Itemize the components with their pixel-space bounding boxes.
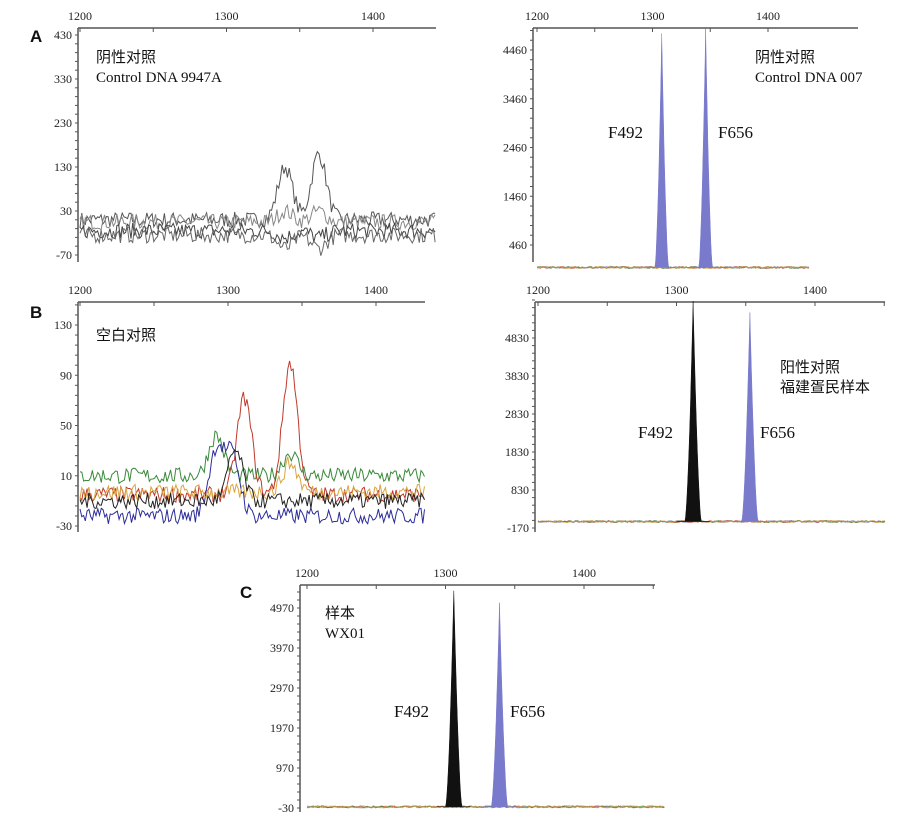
trace-line-2 [79,360,425,505]
chart-panel-3: 1200 1300 1400 130 90 50 10 -30 空白对照 [54,283,425,533]
y-tick-label: 30 [60,204,72,218]
y-tick-label: 3970 [270,641,294,655]
y-tick-label: 2460 [503,141,527,155]
panel-caption: 阴性对照 [755,49,815,66]
x-tick-label: 1400 [756,9,780,23]
y-tick-label: 1970 [270,721,294,735]
y-tick-label: 4830 [505,331,529,345]
y-tick-label: 1460 [503,189,527,203]
y-tick-label: 2830 [505,407,529,421]
panel-caption: Control DNA 007 [755,70,863,86]
y-tick-label: 4970 [270,601,294,615]
panel-letter-c: C [240,583,252,602]
peak-label: F492 [608,123,643,142]
peak-f656 [482,602,517,808]
trace-line-4 [79,456,425,502]
chart-panel-5: 1200 1300 1400 4970 3970 2970 1970 970 -30 F492 F6… [270,566,665,815]
panel-caption: 空白对照 [96,327,156,344]
x-tick-label: 1200 [525,9,549,23]
trace-line-2 [79,203,436,231]
y-tick-label: -30 [278,801,294,815]
y-tick-label: 830 [511,483,529,497]
x-tick-label: 1300 [641,9,665,23]
panel-letter-b: B [30,303,42,322]
x-tick-label: 1400 [572,566,596,580]
panel-caption: 福建疍民样本 [780,379,870,396]
peak-f492 [676,301,711,522]
baseline-trace [306,805,665,809]
x-tick-label: 1400 [361,9,385,23]
y-tick-label: 50 [60,419,72,433]
y-tick-label: 230 [54,116,72,130]
x-tick-label: 1300 [665,283,689,297]
y-tick-label: 10 [60,469,72,483]
baseline-trace [537,519,885,524]
y-tick-label: -70 [56,248,72,262]
chart-panel-4: 1200 1300 1400 4830 3830 2830 1830 830 -170 F492 F… [505,283,886,535]
y-tick-label: 130 [54,318,72,332]
baseline-trace [306,805,665,809]
peak-label: F656 [510,702,545,721]
x-tick-label: 1300 [215,9,239,23]
y-tick-label: -170 [507,521,529,535]
peak-f492 [647,33,676,268]
x-tick-label: 1400 [803,283,827,297]
y-tick-label: 1830 [505,445,529,459]
x-tick-label: 1200 [68,283,92,297]
x-tick-label: 1200 [68,9,92,23]
peak-f656 [691,28,720,268]
y-tick-label: -30 [56,519,72,533]
y-tick-label: 130 [54,160,72,174]
trace-line-4 [79,226,436,256]
y-tick-label: 90 [60,368,72,382]
trace-line-3 [79,440,425,526]
peak-f656 [732,312,767,522]
panel-letter-a: A [30,27,42,46]
x-tick-label: 1400 [364,283,388,297]
x-tick-label: 1200 [295,566,319,580]
y-tick-label: 460 [509,238,527,252]
panel-caption: WX01 [325,626,365,642]
y-tick-label: 430 [54,28,72,42]
peak-label: F656 [718,123,753,142]
y-tick-label: 970 [276,761,294,775]
panel-caption: 阴性对照 [96,49,156,66]
peak-label: F492 [394,702,429,721]
peak-f492 [437,590,471,808]
panel-caption: Control DNA 9947A [96,70,222,86]
chart-panel-1: 1200 1300 1400 430 330 230 130 30 -70 阴性对照 Control… [54,9,436,262]
y-tick-label: 3830 [505,369,529,383]
x-tick-label: 1300 [216,283,240,297]
x-tick-label: 1200 [526,283,550,297]
peak-label: F656 [760,423,795,442]
panel-caption: 阳性对照 [780,359,840,376]
x-tick-label: 1300 [434,566,458,580]
y-tick-label: 330 [54,72,72,86]
y-tick-label: 2970 [270,681,294,695]
panel-caption: 样本 [325,605,355,622]
chart-panel-2: 1200 1300 1400 4460 3460 2460 1460 460 F492 F656 阴… [503,9,863,270]
y-tick-label: 4460 [503,43,527,57]
peak-label: F492 [638,423,673,442]
trace-line-1 [79,430,425,485]
trace-line-5 [79,449,425,511]
y-tick-label: 3460 [503,92,527,106]
